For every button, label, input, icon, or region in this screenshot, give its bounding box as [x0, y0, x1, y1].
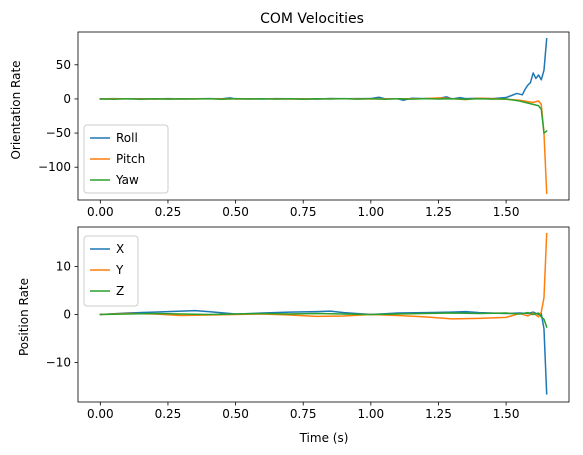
x-tick-label: 0.50 — [222, 205, 249, 219]
x-tick-label: 1.25 — [425, 205, 452, 219]
x-tick-label: 1.50 — [493, 205, 520, 219]
plot-frame — [77, 31, 570, 201]
x-tick-label: 0.25 — [155, 407, 182, 421]
series-line-y — [99, 232, 548, 320]
chart-title: COM Velocities — [260, 11, 364, 27]
legend-label-x: X — [116, 242, 124, 256]
y-tick-label: −100 — [38, 160, 71, 174]
legend-label-z: Z — [116, 284, 124, 298]
x-tick-label: 0.25 — [155, 205, 182, 219]
legend-label-y: Y — [115, 263, 124, 277]
y-tick-label: 50 — [56, 58, 71, 72]
position-rate-subplot: Position Rate Time (s) 0.00 0.25 0.50 0.75 1… — [17, 226, 570, 445]
legend: Roll Pitch Yaw — [83, 124, 169, 194]
legend: XYZ — [83, 235, 139, 307]
ticks-group: 0.00 0.25 0.50 0.75 1.00 1.25 1.50 50 0 −50 −100 — [38, 58, 519, 219]
legend-label-pitch: Pitch — [116, 152, 145, 166]
legend-label-roll: Roll — [116, 131, 138, 145]
series-line-z — [99, 311, 548, 328]
x-tick-label: 0.75 — [290, 205, 317, 219]
x-tick-label: 0.00 — [87, 407, 114, 421]
y-axis-label-orientation: Orientation Rate — [9, 60, 23, 159]
series-line-roll — [99, 38, 548, 102]
x-tick-label: 0.00 — [87, 205, 114, 219]
y-tick-label: 10 — [56, 259, 71, 273]
x-tick-label: 1.00 — [357, 205, 384, 219]
x-tick-label: 1.50 — [493, 407, 520, 421]
legend-box — [83, 235, 139, 307]
series-group — [99, 232, 548, 395]
y-tick-label: −10 — [46, 356, 71, 370]
series-line-x — [99, 309, 548, 395]
series-group — [99, 38, 548, 194]
series-line-yaw — [99, 97, 548, 134]
ticks-group: 0.00 0.25 0.50 0.75 1.00 1.25 1.50 10 0 −10 — [46, 259, 520, 421]
orientation-rate-subplot: COM Velocities Orientation Rate 0.00 0.25… — [9, 11, 570, 219]
x-tick-label: 0.75 — [290, 407, 317, 421]
plot-frame — [77, 226, 570, 403]
y-axis-label-position: Position Rate — [17, 278, 31, 356]
legend-box — [83, 124, 169, 194]
y-tick-label: 0 — [63, 308, 71, 322]
x-tick-label: 0.50 — [222, 407, 249, 421]
x-tick-label: 1.25 — [425, 407, 452, 421]
legend-label-yaw: Yaw — [115, 173, 139, 187]
y-tick-label: −50 — [46, 126, 71, 140]
x-tick-label: 1.00 — [357, 407, 384, 421]
y-tick-label: 0 — [63, 92, 71, 106]
x-axis-label: Time (s) — [299, 431, 349, 445]
